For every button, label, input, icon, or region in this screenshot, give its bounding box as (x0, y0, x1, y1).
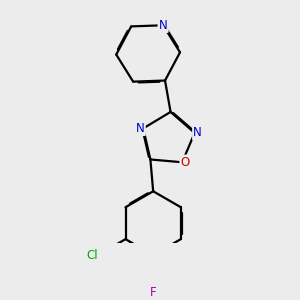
Text: N: N (193, 126, 202, 140)
Text: N: N (159, 19, 167, 32)
Text: F: F (150, 286, 157, 299)
Text: Cl: Cl (86, 249, 98, 262)
Text: O: O (181, 156, 190, 169)
Text: N: N (136, 122, 145, 135)
